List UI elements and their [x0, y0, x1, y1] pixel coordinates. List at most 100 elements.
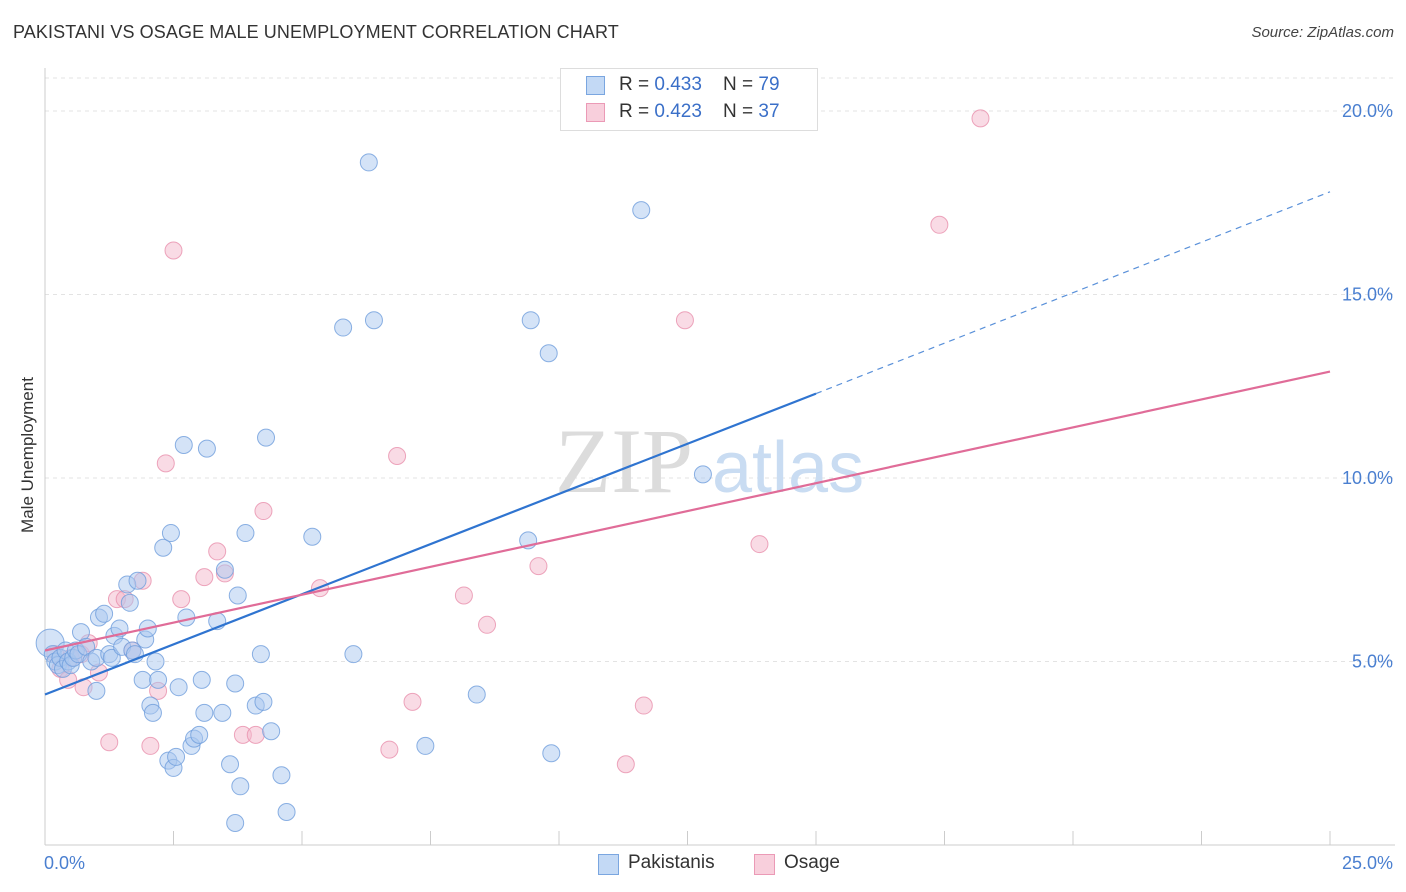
- pakistanis-point: [195, 703, 214, 722]
- osage-point: [971, 109, 990, 128]
- pakistanis-point: [197, 439, 216, 458]
- pakistanis-point: [215, 560, 234, 579]
- legend-swatch-osage: [586, 103, 605, 122]
- legend-n-label: N =: [723, 74, 759, 95]
- pakistanis-point: [226, 674, 245, 693]
- osage-point: [675, 311, 694, 330]
- pakistanis-point: [231, 777, 250, 796]
- legend-r-value: 0.433: [654, 74, 702, 95]
- y-tick-label: 20.0%: [1342, 101, 1393, 121]
- osage-point: [246, 725, 265, 744]
- osage-trend-line: [44, 370, 1331, 652]
- pakistanis-point: [277, 802, 296, 821]
- osage-point: [195, 568, 214, 587]
- y-tick-label: 5.0%: [1352, 652, 1393, 672]
- watermark-zip: ZIP: [555, 410, 693, 512]
- pakistanis-point: [542, 744, 561, 763]
- pakistanis-point: [128, 571, 147, 590]
- pakistanis-point: [303, 527, 322, 546]
- osage-point: [208, 542, 227, 561]
- grid-lines: [45, 77, 1395, 663]
- osage-point: [478, 615, 497, 634]
- osage-point: [930, 215, 949, 234]
- pakistanis-point: [228, 586, 247, 605]
- pakistanis-point: [143, 703, 162, 722]
- pakistanis-point: [120, 593, 139, 612]
- y-tick-label: 10.0%: [1342, 468, 1393, 488]
- pakistanis-point: [416, 736, 435, 755]
- osage-point: [634, 696, 653, 715]
- pakistanis-point: [262, 722, 281, 741]
- legend-r-label: R =: [619, 74, 655, 95]
- pakistanis-point: [174, 435, 193, 454]
- pakistanis-point: [334, 318, 353, 337]
- pakistanis-point: [254, 692, 273, 711]
- pakistanis-point: [149, 670, 168, 689]
- pakistanis-point: [161, 524, 180, 543]
- osage-point: [454, 586, 473, 605]
- pakistanis-point: [632, 201, 651, 220]
- pakistanis-point: [154, 538, 173, 557]
- osage-point: [529, 557, 548, 576]
- pakistanis-trend-line: [44, 392, 817, 696]
- osage-point: [388, 446, 407, 465]
- source-label: Source: ZipAtlas.com: [1251, 24, 1394, 41]
- pakistanis-point: [213, 703, 232, 722]
- trend-lines: [44, 191, 1331, 696]
- osage-point: [616, 755, 635, 774]
- pakistanis-points: [35, 153, 712, 832]
- pakistanis-point: [539, 344, 558, 363]
- osage-point: [750, 535, 769, 554]
- pakistanis-point: [95, 604, 114, 623]
- pakistanis-point: [133, 670, 152, 689]
- legend-swatch-pakistanis: [598, 854, 619, 875]
- pakistanis-point: [146, 652, 165, 671]
- pakistanis-point: [102, 648, 121, 667]
- pakistanis-point: [467, 685, 486, 704]
- axes: [44, 68, 1395, 846]
- watermark: ZIP atlas: [555, 410, 864, 512]
- legend-r-value: 0.423: [654, 101, 702, 122]
- legend-swatch-osage: [754, 854, 775, 875]
- pakistanis-point: [190, 725, 209, 744]
- pakistanis-trend-extension: [815, 191, 1331, 395]
- pakistanis-point: [221, 755, 240, 774]
- pakistanis-point: [344, 645, 363, 664]
- osage-point: [141, 736, 160, 755]
- pakistanis-point: [364, 311, 383, 330]
- osage-point: [100, 733, 119, 752]
- legend-n-label: N =: [723, 101, 759, 122]
- pakistanis-point: [693, 465, 712, 484]
- pakistanis-point: [167, 747, 186, 766]
- osage-point: [172, 590, 191, 609]
- pakistanis-point: [257, 428, 276, 447]
- series-legend: Pakistanis Osage: [0, 852, 1406, 878]
- tick-labels: 5.0% 10.0% 15.0% 20.0% 0.0% 25.0%: [44, 101, 1393, 873]
- pakistanis-point: [251, 645, 270, 664]
- legend-label-osage: Osage: [784, 852, 840, 873]
- osage-point: [164, 241, 183, 260]
- x-tick-label: 25.0%: [1342, 853, 1393, 873]
- legend-label-pakistanis: Pakistanis: [628, 852, 715, 873]
- pakistanis-point: [169, 678, 188, 697]
- pakistanis-point: [87, 681, 106, 700]
- osage-point: [380, 740, 399, 759]
- legend-swatch-pakistanis: [586, 76, 605, 95]
- pakistanis-point: [226, 813, 245, 832]
- chart-title: PAKISTANI VS OSAGE MALE UNEMPLOYMENT COR…: [13, 22, 619, 42]
- pakistanis-point: [236, 524, 255, 543]
- pakistanis-point: [272, 766, 291, 785]
- legend-r-label: R =: [619, 101, 655, 122]
- legend-n-value: 37: [758, 101, 780, 122]
- osage-point: [156, 454, 175, 473]
- y-tick-label: 15.0%: [1342, 285, 1393, 305]
- pakistanis-point: [521, 311, 540, 330]
- x-tick-label: 0.0%: [44, 853, 85, 873]
- pakistanis-point: [192, 670, 211, 689]
- correlation-legend: R = 0.433 N = 79 R = 0.423 N = 37: [560, 68, 818, 131]
- pakistanis-point: [359, 153, 378, 172]
- watermark-atlas: atlas: [712, 428, 864, 508]
- legend-n-value: 79: [758, 74, 780, 95]
- osage-point: [254, 502, 273, 521]
